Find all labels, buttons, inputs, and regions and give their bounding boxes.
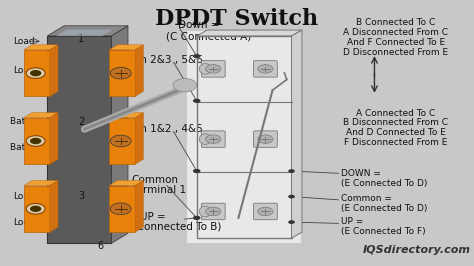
Ellipse shape	[199, 206, 211, 217]
Text: A Disconnected From C: A Disconnected From C	[343, 28, 448, 37]
Text: 2: 2	[78, 117, 84, 127]
Polygon shape	[292, 30, 302, 238]
Text: 4: 4	[116, 65, 122, 76]
FancyBboxPatch shape	[254, 131, 277, 147]
Circle shape	[206, 135, 221, 143]
FancyBboxPatch shape	[254, 203, 277, 220]
Text: A Connected To C: A Connected To C	[356, 109, 436, 118]
Polygon shape	[109, 118, 135, 164]
FancyBboxPatch shape	[201, 203, 225, 220]
Text: Load: Load	[13, 37, 35, 46]
Polygon shape	[109, 180, 143, 186]
Circle shape	[26, 68, 45, 78]
Text: 1: 1	[78, 34, 84, 44]
Text: 6: 6	[97, 241, 103, 251]
Circle shape	[26, 136, 45, 146]
Circle shape	[288, 195, 295, 198]
Text: (E Connected To D): (E Connected To D)	[341, 179, 428, 188]
Text: (E Connected To F): (E Connected To F)	[341, 227, 426, 236]
Polygon shape	[111, 26, 128, 243]
Text: UP =: UP =	[341, 217, 364, 226]
Polygon shape	[109, 45, 143, 50]
Circle shape	[258, 65, 273, 73]
FancyBboxPatch shape	[201, 61, 225, 77]
Text: (E Connected To D): (E Connected To D)	[341, 203, 428, 213]
Text: Common: Common	[132, 174, 179, 185]
Polygon shape	[50, 113, 58, 164]
Ellipse shape	[199, 134, 211, 144]
Text: IQSdirectory.com: IQSdirectory.com	[363, 245, 471, 255]
Circle shape	[193, 169, 201, 173]
Polygon shape	[187, 31, 301, 243]
Circle shape	[110, 67, 131, 79]
Polygon shape	[109, 186, 135, 232]
Text: UP =: UP =	[140, 212, 165, 222]
Circle shape	[206, 65, 221, 73]
Polygon shape	[24, 180, 58, 186]
Text: F Disconnected From E: F Disconnected From E	[344, 138, 447, 147]
Text: On 1&2 , 4&5: On 1&2 , 4&5	[132, 124, 202, 134]
Text: B Connected To C: B Connected To C	[356, 18, 436, 27]
Polygon shape	[24, 186, 50, 232]
Text: 3: 3	[78, 190, 84, 201]
FancyBboxPatch shape	[201, 131, 225, 147]
FancyBboxPatch shape	[254, 61, 277, 77]
Circle shape	[30, 206, 41, 212]
Text: (C Connected A): (C Connected A)	[166, 32, 251, 42]
Polygon shape	[135, 180, 143, 232]
Text: And F Connected To E: And F Connected To E	[346, 38, 445, 47]
Text: On 2&3 , 5&6: On 2&3 , 5&6	[132, 55, 202, 65]
Polygon shape	[135, 113, 143, 164]
Circle shape	[26, 203, 45, 214]
Text: Bat +: Bat +	[10, 117, 36, 126]
Circle shape	[206, 207, 221, 216]
Polygon shape	[24, 118, 50, 164]
Circle shape	[193, 54, 201, 58]
Polygon shape	[24, 113, 58, 118]
Text: Terminal 1: Terminal 1	[132, 185, 186, 195]
Text: DPDT Switch: DPDT Switch	[155, 8, 319, 30]
Text: And D Connected To E: And D Connected To E	[346, 128, 446, 137]
Circle shape	[288, 220, 295, 224]
Text: Common =: Common =	[341, 194, 392, 203]
Text: Load: Load	[13, 192, 35, 201]
Polygon shape	[50, 45, 58, 97]
Text: Load: Load	[13, 66, 35, 75]
Circle shape	[110, 203, 131, 215]
Circle shape	[30, 70, 41, 76]
Circle shape	[193, 99, 201, 103]
Circle shape	[258, 135, 273, 143]
Polygon shape	[135, 45, 143, 97]
Text: DOWN =: DOWN =	[341, 169, 381, 178]
Polygon shape	[109, 113, 143, 118]
Text: D Disconnected From E: D Disconnected From E	[343, 48, 448, 57]
Circle shape	[30, 138, 41, 144]
Text: Down =: Down =	[178, 20, 219, 30]
Circle shape	[110, 135, 131, 147]
Text: (C Connected To B): (C Connected To B)	[122, 222, 222, 232]
Text: Load: Load	[13, 218, 35, 227]
Ellipse shape	[199, 64, 211, 74]
Polygon shape	[24, 45, 58, 50]
Text: Bat +: Bat +	[10, 143, 36, 152]
Polygon shape	[109, 50, 135, 97]
Text: 5: 5	[116, 144, 122, 154]
Polygon shape	[50, 180, 58, 232]
Polygon shape	[24, 50, 50, 97]
Circle shape	[288, 169, 295, 173]
Circle shape	[258, 207, 273, 216]
Polygon shape	[197, 30, 302, 36]
Circle shape	[173, 78, 197, 92]
Polygon shape	[57, 30, 112, 36]
Text: B Disconnected From C: B Disconnected From C	[343, 118, 448, 127]
Polygon shape	[47, 36, 111, 243]
Circle shape	[193, 216, 201, 220]
Polygon shape	[47, 26, 128, 36]
